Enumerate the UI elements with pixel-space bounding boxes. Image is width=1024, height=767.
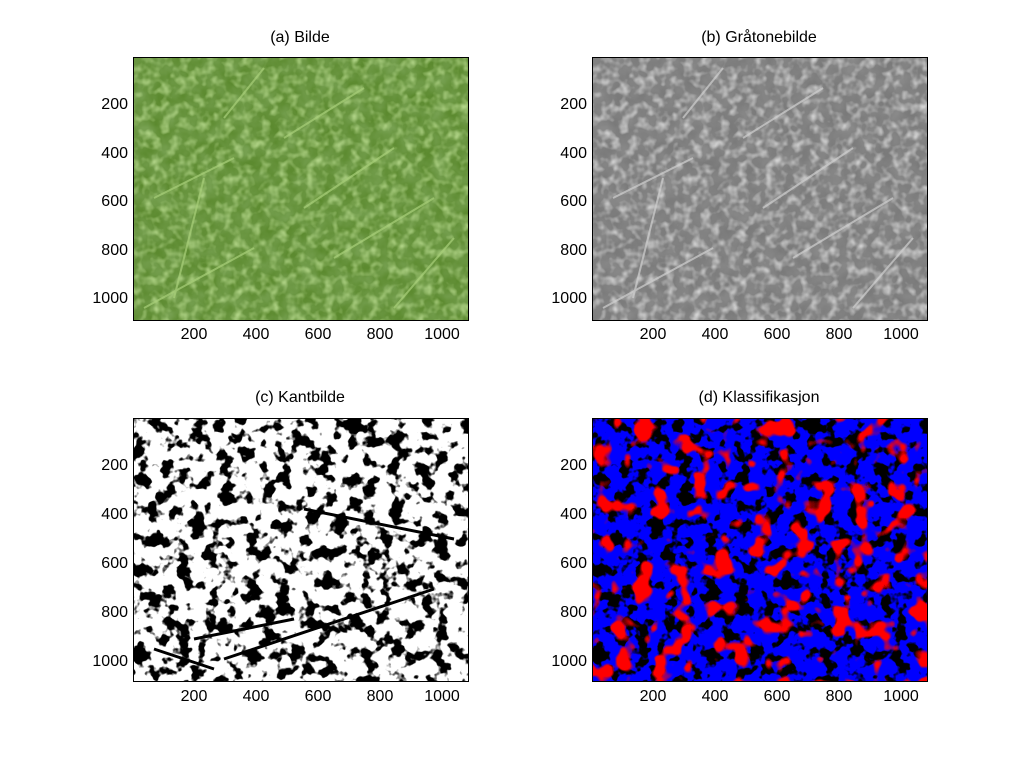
xtick-label: 600 [304,688,332,705]
ytick-label: 200 [101,457,128,474]
grass-highlight-texture [134,58,468,320]
ytick-label: 800 [560,242,587,259]
ytick-label: 1000 [551,653,587,670]
xtick-label: 400 [242,688,270,705]
xtick-label: 200 [639,326,667,343]
xtick-label: 600 [763,688,791,705]
ytick-label: 600 [101,555,128,572]
panel-title: (c) Kantbilde [255,389,345,406]
image-axes [133,57,469,321]
ytick-label: 600 [560,555,587,572]
gray-highlight-texture [593,58,927,320]
xtick-label: 200 [180,326,208,343]
ytick-label: 600 [560,193,587,210]
xtick-label: 400 [242,326,270,343]
grass-blades [143,67,455,309]
image-axes [592,418,928,682]
ytick-label: 800 [101,242,128,259]
ytick-label: 400 [101,145,128,162]
ytick-label: 400 [101,506,128,523]
xtick-label: 400 [701,688,729,705]
ytick-label: 1000 [92,290,128,307]
ytick-label: 400 [560,506,587,523]
image-axes [133,418,469,682]
xtick-label: 600 [763,326,791,343]
xtick-label: 800 [366,688,394,705]
xtick-label: 1000 [424,326,460,343]
ytick-label: 800 [560,604,587,621]
class-red-regions [593,419,927,681]
ytick-label: 1000 [92,653,128,670]
ytick-label: 200 [101,96,128,113]
xtick-label: 200 [639,688,667,705]
classification-map [593,419,927,681]
ytick-label: 200 [560,457,587,474]
ytick-label: 600 [101,193,128,210]
xtick-label: 400 [701,326,729,343]
image-axes [592,57,928,321]
panel-title: (d) Klassifikasjon [698,389,820,406]
xtick-label: 1000 [883,688,919,705]
ytick-label: 1000 [551,290,587,307]
xtick-label: 200 [180,688,208,705]
xtick-label: 1000 [883,326,919,343]
edge-black-regions [134,419,468,681]
grayscale-photo [593,58,927,320]
xtick-label: 800 [825,688,853,705]
xtick-label: 600 [304,326,332,343]
ytick-label: 800 [101,604,128,621]
panel-title: (a) Bilde [270,29,330,46]
edge-image [134,419,468,681]
edge-streaks [153,507,455,671]
xtick-label: 1000 [424,688,460,705]
panel-title: (b) Gråtonebilde [701,29,817,46]
gray-blades [602,67,914,309]
ytick-label: 200 [560,96,587,113]
xtick-label: 800 [366,326,394,343]
color-photo [134,58,468,320]
ytick-label: 400 [560,145,587,162]
xtick-label: 800 [825,326,853,343]
